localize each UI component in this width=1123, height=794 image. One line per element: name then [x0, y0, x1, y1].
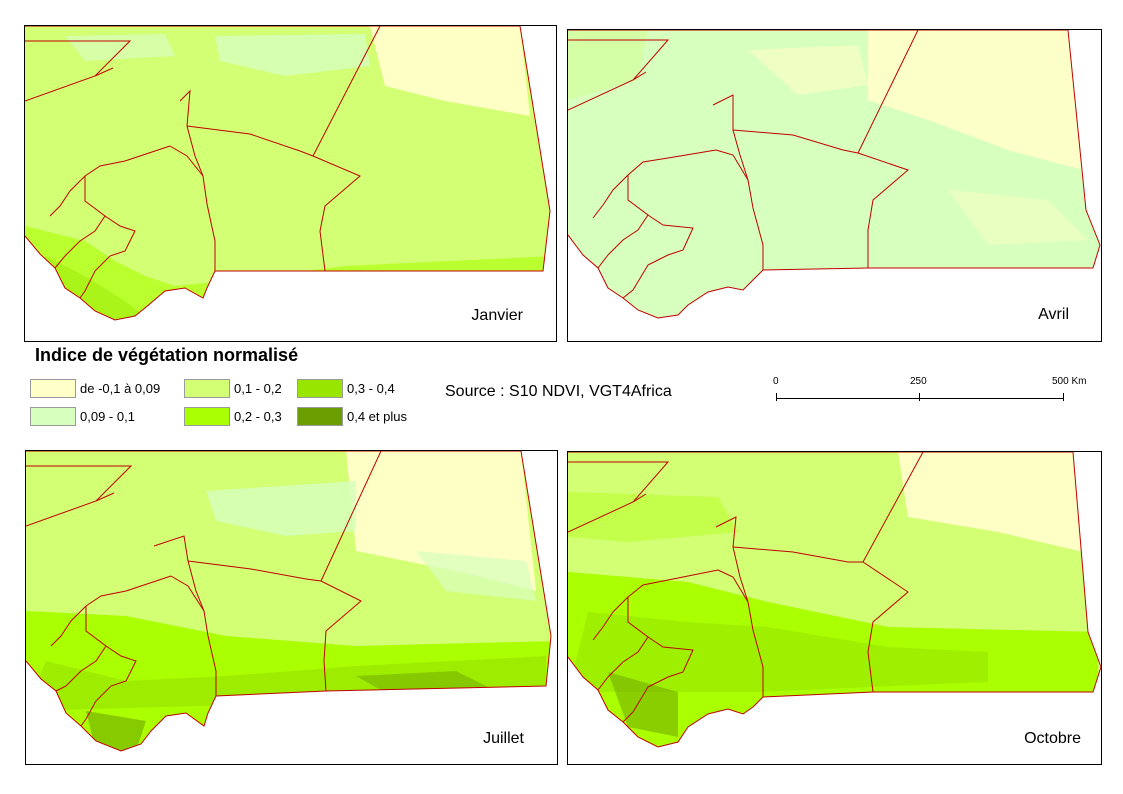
legend-swatch	[30, 379, 76, 398]
month-label: Octobre	[1024, 730, 1081, 747]
map-panel-juillet: Juillet	[25, 450, 558, 765]
scale-line	[776, 398, 1064, 399]
legend-label: de -0,1 à 0,09	[80, 381, 161, 396]
legend-swatch	[297, 379, 343, 398]
legend-swatch	[184, 379, 230, 398]
border-lines	[568, 30, 1101, 319]
scale-bar: 0 250 500 Km	[770, 373, 1100, 413]
legend-label: 0,2 - 0,3	[234, 409, 282, 424]
legend-label: 0,3 - 0,4	[347, 381, 395, 396]
ndvi-map-avril	[568, 30, 1101, 319]
scale-label-end: 500 Km	[1052, 376, 1087, 387]
border-lines	[26, 451, 552, 752]
map-panel-octobre: Octobre	[567, 451, 1102, 765]
map-panel-janvier: Janvier	[24, 25, 557, 342]
month-label: Juillet	[483, 730, 524, 747]
scale-label-start: 0	[773, 376, 779, 387]
border-lines	[568, 452, 1101, 748]
map-panel-avril: Avril	[567, 29, 1102, 342]
border-lines	[25, 26, 551, 321]
legend-title: Indice de végétation normalisé	[35, 345, 299, 365]
legend-swatch	[297, 407, 343, 426]
legend-swatch	[30, 407, 76, 426]
month-label: Janvier	[471, 307, 523, 324]
scale-tick	[776, 393, 777, 401]
ndvi-map-juillet	[26, 451, 552, 752]
ndvi-map-octobre	[568, 452, 1101, 748]
legend-swatch	[184, 407, 230, 426]
ndvi-map-janvier	[25, 26, 551, 321]
source-text: Source : S10 NDVI, VGT4Africa	[445, 383, 672, 400]
month-label: Avril	[1038, 306, 1069, 323]
scale-tick	[1063, 393, 1064, 401]
legend-label: 0,09 - 0,1	[80, 409, 135, 424]
legend-label: 0,1 - 0,2	[234, 381, 282, 396]
scale-tick	[919, 393, 920, 401]
scale-label-mid: 250	[910, 376, 927, 387]
legend-label: 0,4 et plus	[347, 409, 407, 424]
